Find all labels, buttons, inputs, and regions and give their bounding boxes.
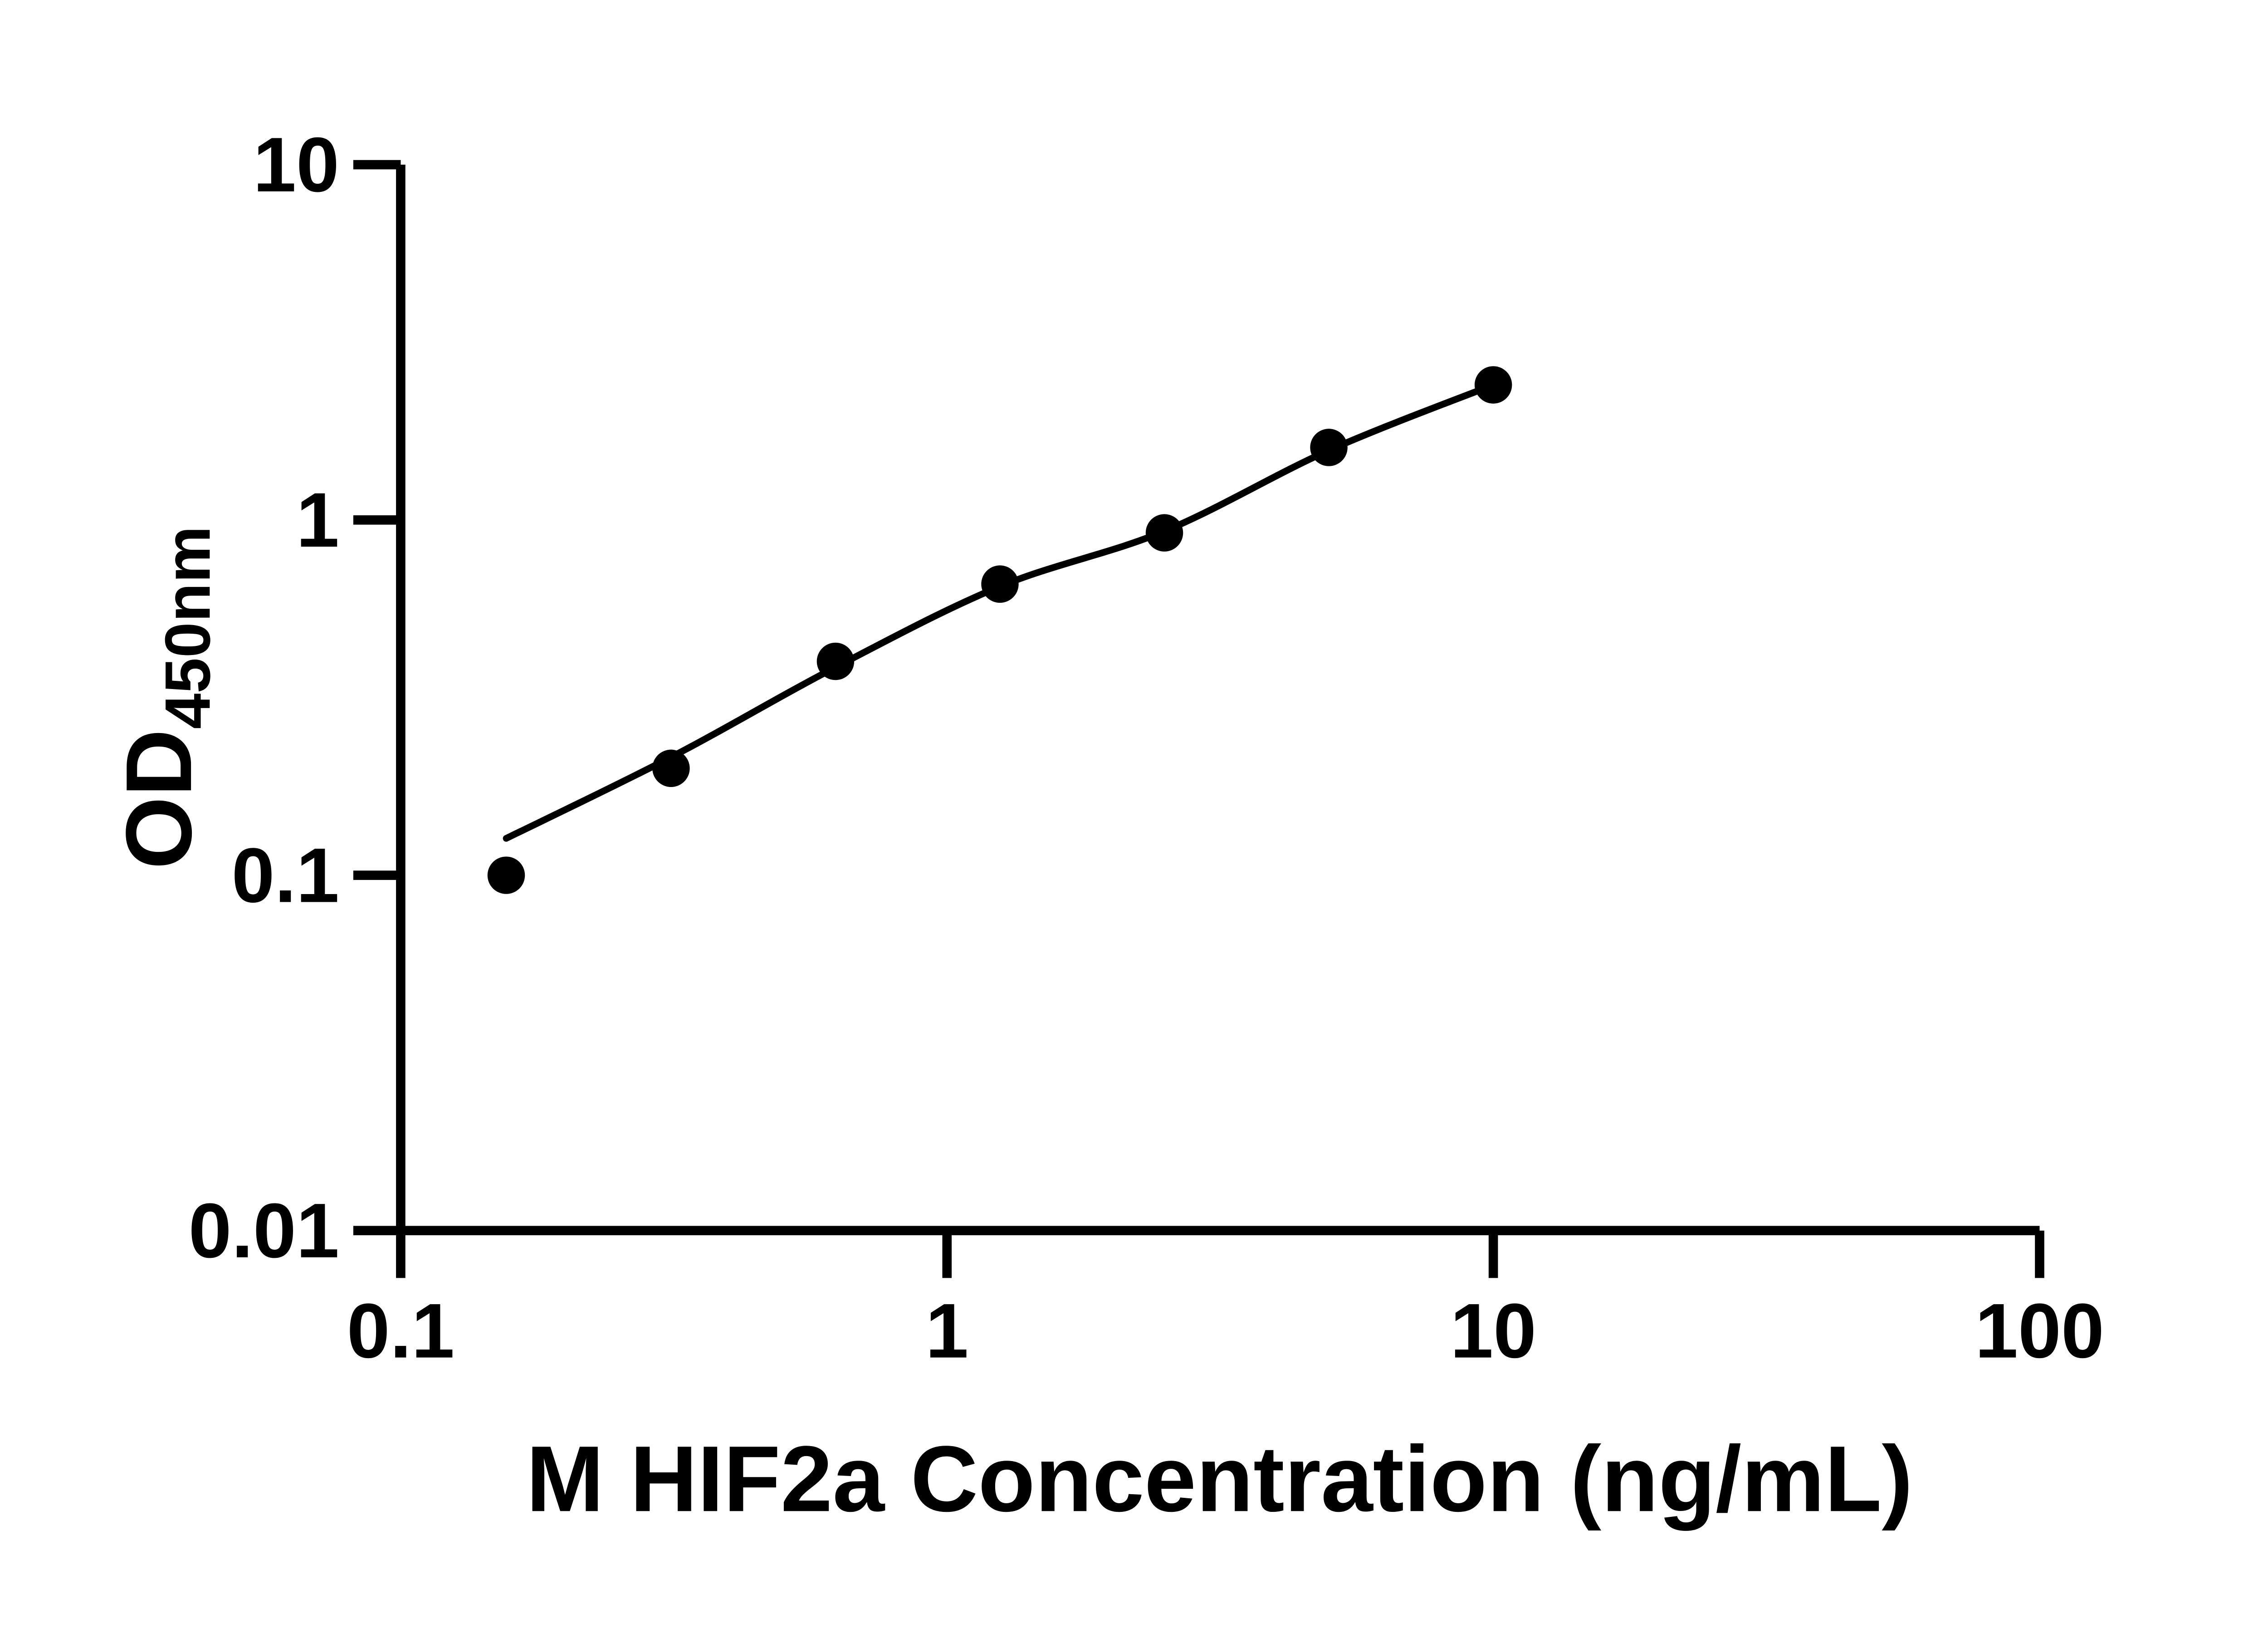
x-tick-label: 0.1	[347, 1288, 455, 1374]
data-point	[1310, 429, 1348, 466]
y-tick-label: 0.1	[232, 832, 339, 919]
y-axis-ticks	[353, 160, 401, 1236]
y-axis-tick-labels: 10 1 0.1 0.01	[189, 122, 339, 1274]
data-point	[1474, 366, 1512, 404]
y-tick-label: 0.01	[189, 1188, 339, 1274]
x-axis-title: M HIF2a Concentration (ng/mL)	[526, 1426, 1913, 1531]
x-tick-label: 100	[1975, 1288, 2104, 1374]
data-point	[487, 856, 525, 894]
y-axis-title-main: OD	[106, 729, 211, 869]
y-axis-title-subscript: 450nm	[152, 526, 223, 729]
y-tick-label: 1	[296, 477, 339, 563]
data-point	[1145, 514, 1183, 552]
x-tick-label: 10	[1450, 1288, 1536, 1374]
y-tick-label: 10	[253, 122, 339, 208]
x-axis-tick-labels: 0.1 1 10 100	[347, 1288, 2104, 1374]
y-axis-title: OD450nm	[106, 526, 223, 869]
x-tick-label: 1	[925, 1288, 968, 1374]
data-points	[487, 366, 1512, 894]
data-point	[816, 642, 855, 680]
x-axis-ticks	[396, 1230, 2044, 1278]
data-point	[981, 565, 1019, 603]
data-point	[652, 749, 690, 787]
axis-lines	[396, 165, 2040, 1236]
